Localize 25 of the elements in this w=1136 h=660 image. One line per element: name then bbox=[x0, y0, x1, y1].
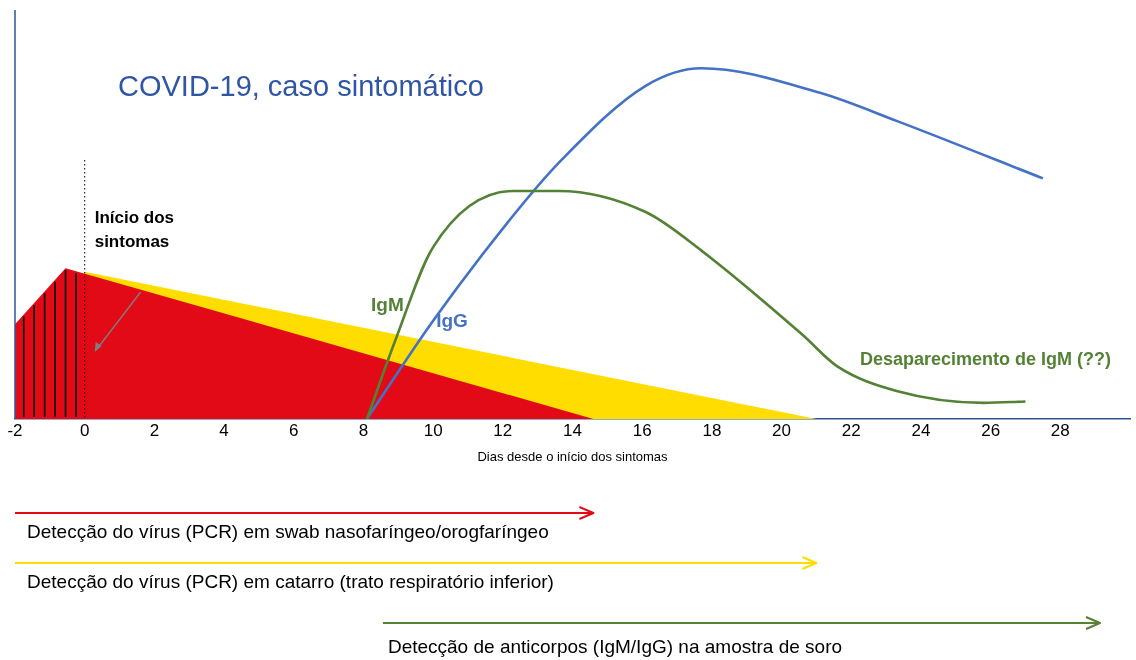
x-tick-label: 6 bbox=[289, 420, 299, 440]
series-label: IgG bbox=[436, 310, 468, 332]
x-tick-label: 0 bbox=[79, 420, 90, 440]
text: Detecção do vírus (PCR) em swab nasofaríngeo/orogfaríngeo bbox=[27, 521, 549, 543]
x-tick-label: 16 bbox=[632, 420, 652, 440]
annotation: Desaparecimento de IgM (??) bbox=[860, 348, 1112, 369]
x-tick-label: -2 bbox=[7, 420, 23, 440]
x-tick-label: 18 bbox=[702, 420, 722, 440]
x-tick-label: 28 bbox=[1050, 420, 1070, 440]
x-tick-label: 10 bbox=[423, 420, 443, 440]
x-tick-label: 20 bbox=[772, 420, 792, 440]
text: Detecção do vírus (PCR) em catarro (trato respiratório inferior) bbox=[27, 571, 554, 593]
x-tick-label: 26 bbox=[981, 420, 1001, 440]
text: Detecção de anticorpos (IgM/IgG) na amostra de soro bbox=[387, 636, 843, 658]
series-label: IgM bbox=[371, 294, 404, 316]
x-tick-label: 14 bbox=[563, 420, 582, 440]
x-tick-label: 12 bbox=[493, 420, 513, 440]
chart-title: COVID-19, caso sintomático bbox=[118, 70, 484, 102]
x-tick-label: 8 bbox=[358, 420, 369, 440]
x-tick-label: 22 bbox=[841, 420, 861, 440]
x-axis-title: Dias desde o início dos sintomas bbox=[477, 448, 669, 464]
ref-line-label: Início dos sintomas bbox=[94, 207, 175, 251]
x-tick-label: 2 bbox=[149, 420, 160, 440]
x-tick-label: 4 bbox=[219, 420, 229, 440]
x-tick-label: 24 bbox=[911, 420, 931, 440]
